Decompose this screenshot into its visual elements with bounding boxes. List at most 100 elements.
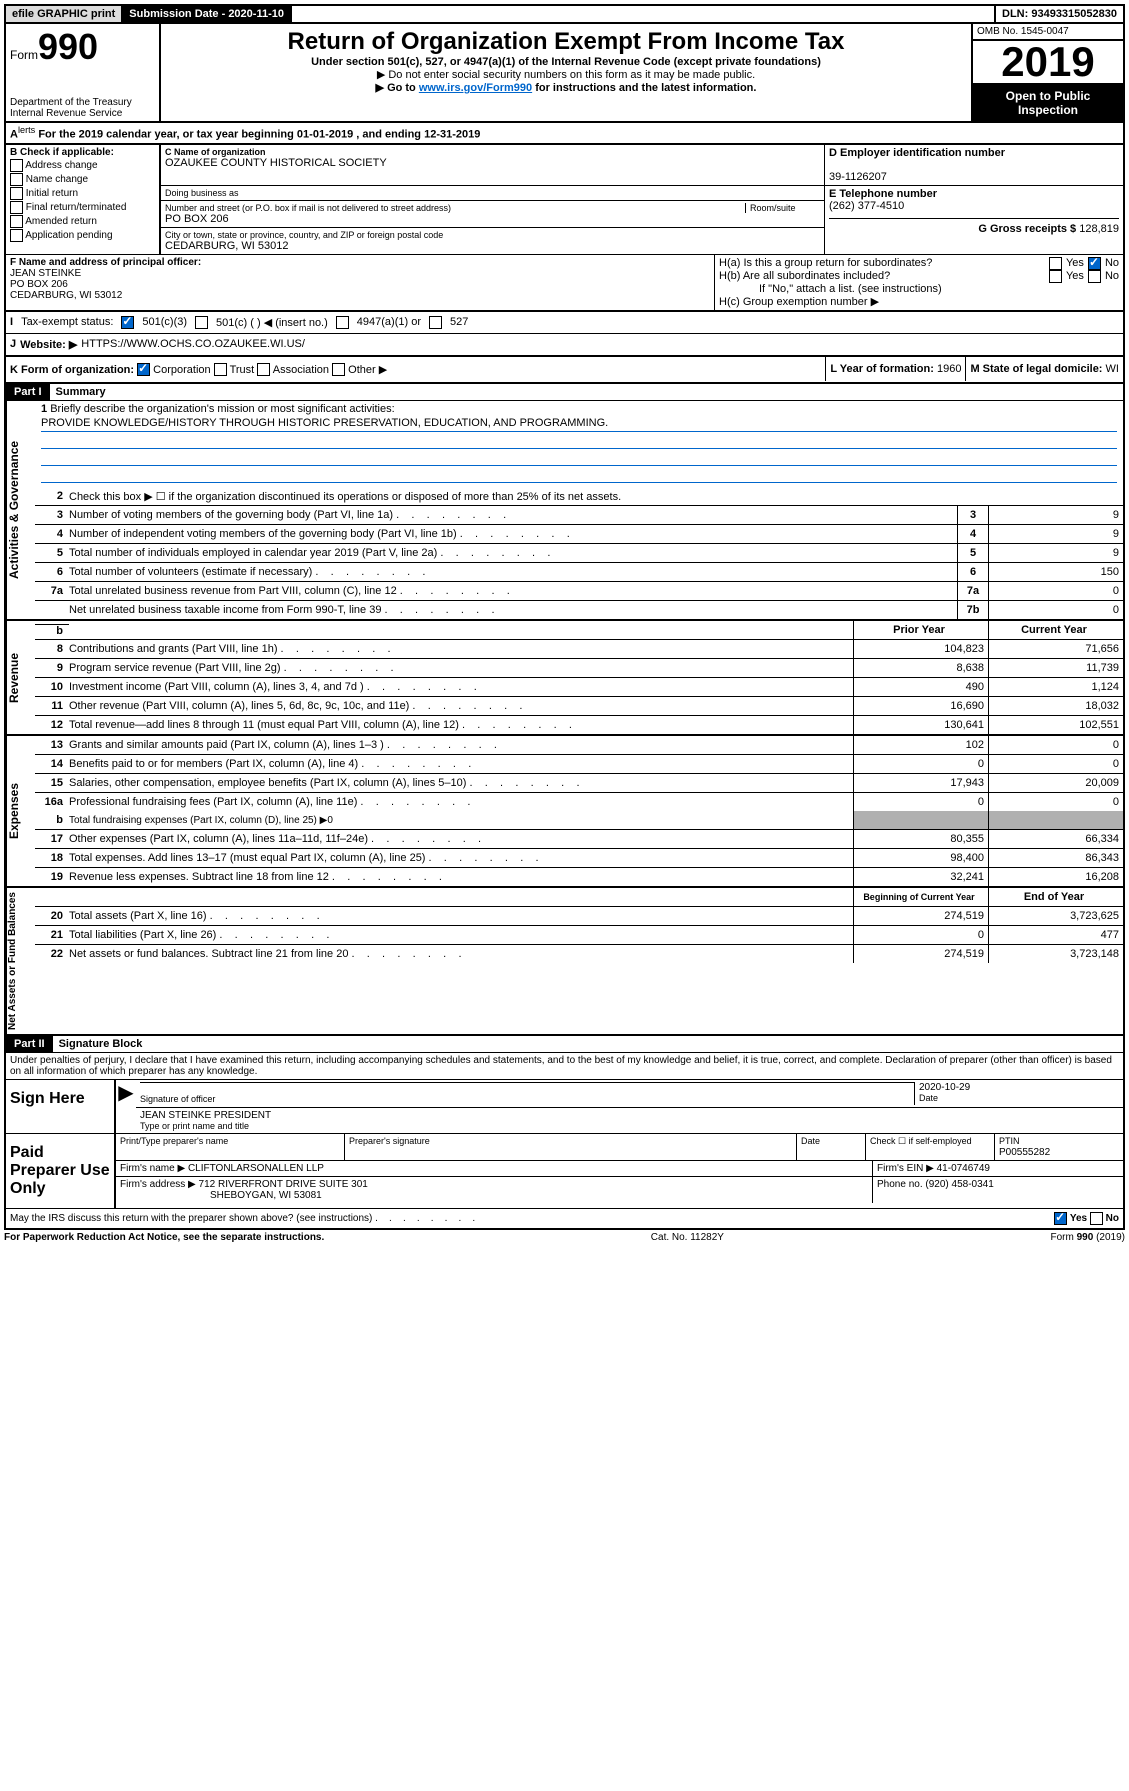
data-line: 13 Grants and similar amounts paid (Part… [35,736,1123,755]
data-line: 9 Program service revenue (Part VIII, li… [35,659,1123,678]
firm-phone: Phone no. (920) 458-0341 [873,1177,1123,1203]
state-domicile: M State of legal domicile: WI [965,357,1123,381]
data-line: 12 Total revenue—add lines 8 through 11 … [35,716,1123,734]
arrow-icon: ▶ [116,1080,136,1133]
net-assets-section: Net Assets or Fund Balances Beginning of… [4,888,1125,1036]
chk-assoc[interactable] [257,363,270,376]
submission-date: Submission Date - 2020-11-10 [123,6,292,22]
note-ssn: ▶ Do not enter social security numbers o… [167,68,965,81]
section-f-h: F Name and address of principal officer:… [4,254,1125,312]
chk-app-pending[interactable]: Application pending [10,229,155,242]
chk-address-change[interactable]: Address change [10,159,155,172]
form-number: Form990 [10,26,155,68]
perjury-text: Under penalties of perjury, I declare th… [6,1053,1123,1080]
data-line: 16a Professional fundraising fees (Part … [35,793,1123,811]
chk-trust[interactable] [214,363,227,376]
gov-line: 3 Number of voting members of the govern… [35,506,1123,525]
prep-name: Print/Type preparer's name [116,1134,345,1160]
gov-line: 5 Total number of individuals employed i… [35,544,1123,563]
signature-field[interactable]: Signature of officer [140,1082,915,1105]
sign-date: 2020-10-29Date [915,1082,1119,1105]
form-title: Return of Organization Exempt From Incom… [167,28,965,56]
chk-501c3[interactable] [121,316,134,329]
form-footer-label: Form 990 (2019) [1051,1232,1125,1243]
chk-501c[interactable] [195,316,208,329]
discuss-no[interactable] [1090,1212,1103,1225]
year-formation: L Year of formation: 1960 [825,357,965,381]
section-f-officer: F Name and address of principal officer:… [6,255,715,310]
firm-address: Firm's address ▶ 712 RIVERFRONT DRIVE SU… [116,1177,873,1203]
officer-name: JEAN STEINKE PRESIDENT [140,1110,1119,1121]
row-a-tax-year: Alerts For the 2019 calendar year, or ta… [4,123,1125,145]
form-header: Form990 Department of the Treasury Inter… [4,24,1125,123]
data-line: 20 Total assets (Part X, line 16) 274,51… [35,907,1123,926]
chk-final-return[interactable]: Final return/terminated [10,201,155,214]
open-public-badge: Open to Public Inspection [973,85,1123,121]
row-i-tax-exempt: I Tax-exempt status: 501(c)(3) 501(c) ( … [4,312,1125,334]
revenue-section: Revenue b Prior Year Current Year 8 Cont… [4,621,1125,736]
tax-year: 2019 [973,41,1123,85]
net-header-row: Beginning of Current Year End of Year [35,888,1123,907]
ptin: PTINP00555282 [995,1134,1123,1160]
sign-here-label: Sign Here [6,1080,116,1133]
irs-label: Internal Revenue Service [10,108,155,119]
firm-name: Firm's name ▶ CLIFTONLARSONALLEN LLP [116,1161,873,1176]
part-i-header: Part I Summary [4,384,1125,401]
mission-block: 1 Briefly describe the organization's mi… [35,401,1123,487]
chk-name-change[interactable]: Name change [10,173,155,186]
chk-4947[interactable] [336,316,349,329]
chk-corp[interactable] [137,363,150,376]
prep-date: Date [797,1134,866,1160]
section-b: B Check if applicable: Address change Na… [6,145,161,254]
discuss-yes[interactable] [1054,1212,1067,1225]
gov-line: 7a Total unrelated business revenue from… [35,582,1123,601]
mission-text: PROVIDE KNOWLEDGE/HISTORY THROUGH HISTOR… [41,415,1117,432]
expenses-section: Expenses 13 Grants and similar amounts p… [4,736,1125,888]
section-h: H(a) Is this a group return for subordin… [715,255,1123,310]
section-b-to-g: B Check if applicable: Address change Na… [4,145,1125,254]
governance-section: Activities & Governance 1 Briefly descri… [4,401,1125,621]
data-line: 19 Revenue less expenses. Subtract line … [35,868,1123,886]
row-k-form-org: K Form of organization: Corporation Trus… [4,357,1125,385]
data-line: 18 Total expenses. Add lines 13–17 (must… [35,849,1123,868]
section-c-name: C Name of organization OZAUKEE COUNTY HI… [161,145,825,185]
chk-527[interactable] [429,316,442,329]
street-address: Number and street (or P.O. box if mail i… [161,201,824,228]
telephone: E Telephone number(262) 377-4510 [829,188,1119,212]
firm-ein: Firm's EIN ▶ 41-0746749 [873,1161,1123,1176]
data-line: 17 Other expenses (Part IX, column (A), … [35,830,1123,849]
dln: DLN: 93493315052830 [994,6,1123,22]
dba-label: Doing business as [161,186,824,201]
note-goto: ▶ Go to www.irs.gov/Form990 for instruct… [167,81,965,94]
side-governance: Activities & Governance [6,401,35,619]
gov-line: 6 Total number of volunteers (estimate i… [35,563,1123,582]
data-line: 8 Contributions and grants (Part VIII, l… [35,640,1123,659]
dept-treasury: Department of the Treasury [10,97,155,108]
side-revenue: Revenue [6,621,35,734]
self-employed[interactable]: Check ☐ if self-employed [866,1134,995,1160]
form-subtitle: Under section 501(c), 527, or 4947(a)(1)… [167,56,965,68]
prep-sig[interactable]: Preparer's signature [345,1134,797,1160]
efile-print-button[interactable]: efile GRAPHIC print [6,6,123,22]
line-16b: b Total fundraising expenses (Part IX, c… [35,811,1123,830]
rev-header-row: b Prior Year Current Year [35,621,1123,640]
discuss-row: May the IRS discuss this return with the… [6,1209,1123,1228]
chk-amended[interactable]: Amended return [10,215,155,228]
gov-line: Net unrelated business taxable income fr… [35,601,1123,619]
data-line: 21 Total liabilities (Part X, line 26) 0… [35,926,1123,945]
side-net-assets: Net Assets or Fund Balances [6,888,35,1034]
part-ii-header: Part II Signature Block [4,1036,1125,1053]
irs-link[interactable]: www.irs.gov/Form990 [419,82,532,94]
data-line: 10 Investment income (Part VIII, column … [35,678,1123,697]
side-expenses: Expenses [6,736,35,886]
data-line: 11 Other revenue (Part VIII, column (A),… [35,697,1123,716]
section-e-g: E Telephone number(262) 377-4510 G Gross… [825,186,1123,254]
row-j-website: J Website: ▶ HTTPS://WWW.OCHS.CO.OZAUKEE… [4,334,1125,357]
data-line: 22 Net assets or fund balances. Subtract… [35,945,1123,963]
page-footer: For Paperwork Reduction Act Notice, see … [4,1230,1125,1245]
chk-other[interactable] [332,363,345,376]
top-bar: efile GRAPHIC print Submission Date - 20… [4,4,1125,24]
chk-initial-return[interactable]: Initial return [10,187,155,200]
gross-receipts: G Gross receipts $ 128,819 [829,218,1119,235]
section-d-ein: D Employer identification number 39-1126… [825,145,1123,185]
